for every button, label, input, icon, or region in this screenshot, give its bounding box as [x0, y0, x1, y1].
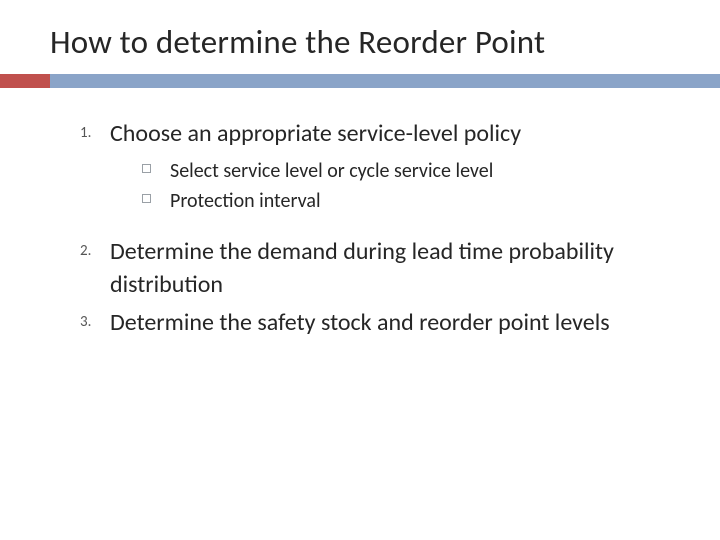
list-item: 2. Determine the demand during lead time… [80, 236, 660, 301]
sub-list: Select service level or cycle service le… [110, 158, 660, 214]
sub-list-item: Select service level or cycle service le… [110, 158, 660, 184]
list-marker: 1. [80, 118, 110, 230]
square-bullet-icon [142, 188, 170, 203]
divider-accent [0, 74, 50, 88]
list-item: 1. Choose an appropriate service-level p… [80, 118, 660, 230]
sub-list-text: Protection interval [170, 188, 321, 214]
content-area: 1. Choose an appropriate service-level p… [0, 118, 720, 340]
list-text: Determine the demand during lead time pr… [110, 236, 660, 301]
divider-bar [0, 74, 720, 88]
list-text: Choose an appropriate service-level poli… [110, 118, 660, 150]
square-bullet-icon [142, 158, 170, 173]
sub-list-item: Protection interval [110, 188, 660, 214]
list-item: 3. Determine the safety stock and reorde… [80, 307, 660, 339]
sub-list-text: Select service level or cycle service le… [170, 158, 493, 184]
list-text: Determine the safety stock and reorder p… [110, 307, 660, 339]
slide-title: How to determine the Reorder Point [0, 0, 720, 74]
title-divider [0, 74, 720, 88]
list-marker: 3. [80, 307, 110, 339]
list-marker: 2. [80, 236, 110, 301]
